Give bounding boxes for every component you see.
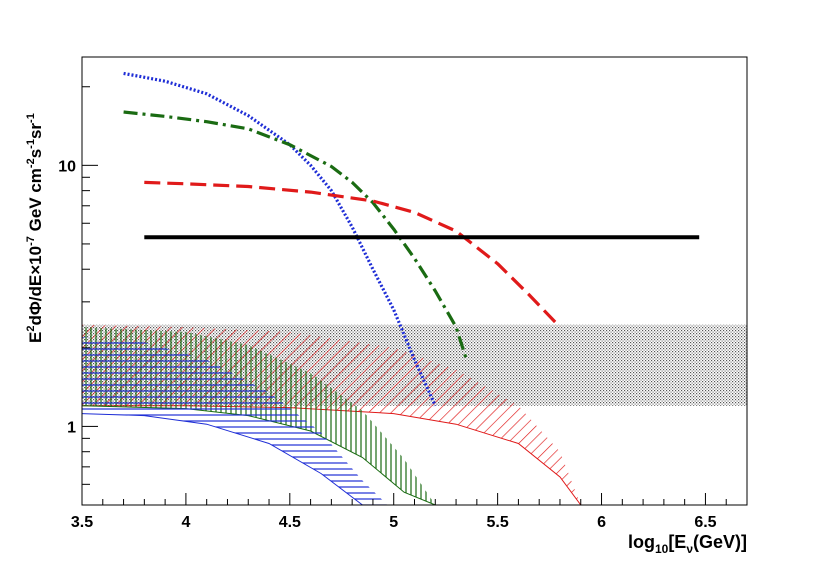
x-axis-title-nu: ν	[686, 542, 693, 556]
y-axis-title-part: s	[26, 149, 45, 158]
uncertainty-bands	[82, 324, 747, 505]
series-dotted-line	[123, 71, 437, 407]
x-tick-label: 4	[181, 514, 190, 531]
plot-frame	[81, 56, 748, 506]
x-tick-label: 5	[389, 514, 398, 531]
band-horizontal-lines-edge	[82, 413, 388, 505]
x-axis-title-bracket: [E	[668, 532, 686, 552]
y-axis-title-part: dΦ/dE×10	[26, 246, 45, 326]
y-tick-label: 1	[67, 419, 76, 436]
x-tick-label: 4.5	[279, 514, 301, 531]
y-axis-title-superscript: 2	[25, 326, 37, 332]
series-dashed-line	[144, 180, 562, 329]
x-tick-label: 6.5	[694, 514, 716, 531]
x-axis-title: log10[Eν(GeV)]	[628, 532, 747, 556]
x-axis-title-unit: (GeV)]	[693, 532, 747, 552]
series-curves	[123, 71, 700, 407]
y-axis-title-superscript: -1	[25, 139, 37, 149]
y-tick-label: 10	[58, 158, 76, 175]
series-dash-dot-line	[123, 110, 469, 361]
x-tick-label: 5.5	[487, 514, 509, 531]
y-axis-title-part: sr	[26, 123, 45, 139]
x-axis-title-main: log	[628, 532, 655, 552]
x-tick-label: 6	[597, 514, 606, 531]
y-axis-ticks: 1 10	[58, 86, 98, 506]
x-axis-ticks: 3.5 4 4.5 5 5.5 6 6.5	[71, 493, 748, 531]
y-axis-title-part: E	[26, 332, 45, 343]
y-axis-title-superscript: -1	[25, 113, 37, 123]
y-axis-title-superscript: -2	[25, 158, 37, 168]
y-axis-title: E2dΦ/dE×10-7 GeV cm-2s-1sr-1	[25, 113, 45, 343]
y-axis-title-superscript: -7	[25, 236, 37, 246]
x-tick-label: 3.5	[71, 514, 93, 531]
band-horizontal-lines	[82, 337, 388, 505]
x-axis-title-subscript: 10	[655, 542, 669, 556]
y-axis-title-part: GeV cm	[26, 168, 45, 236]
